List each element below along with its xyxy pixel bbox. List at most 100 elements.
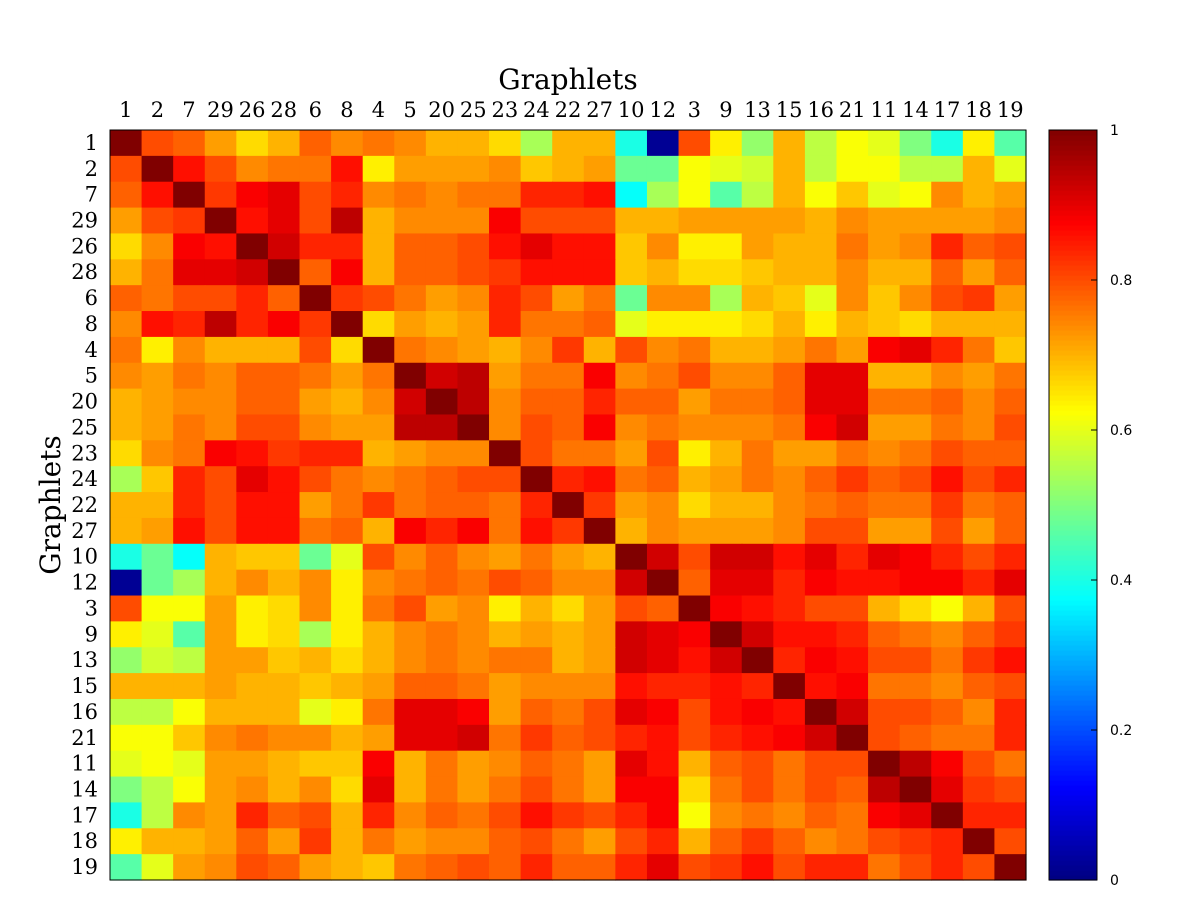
y-tick-label: 27: [71, 519, 98, 543]
heatmap-cell-15-13: [741, 673, 774, 700]
heatmap-cell-29-26: [236, 207, 269, 235]
heatmap-cell-2-8: [331, 155, 364, 183]
colorbar-tick-label: 1: [1110, 123, 1119, 139]
heatmap-cell-20-27: [583, 388, 616, 416]
heatmap-cell-28-20: [425, 259, 459, 286]
heatmap-cell-14-5: [394, 776, 427, 804]
plot-frame: [109, 129, 1027, 881]
colorbar-band: [1049, 555, 1097, 561]
heatmap-cell-15-12: [646, 673, 680, 700]
heatmap-cell-6-19: [994, 285, 1027, 312]
heatmap-cell-16-5: [394, 698, 427, 726]
x-tick-label: 21: [839, 98, 866, 122]
heatmap-cell-14-21: [836, 776, 869, 804]
heatmap-cell-12-12: [646, 569, 680, 597]
heatmap-cell-11-13: [741, 750, 774, 778]
heatmap-cell-18-6: [299, 828, 332, 855]
heatmap-cell-18-18: [962, 828, 996, 855]
heatmap-cell-6-16: [804, 285, 838, 312]
heatmap-cell-7-26: [236, 181, 269, 209]
heatmap-cell-7-8: [331, 181, 364, 209]
heatmap-cell-9-12: [646, 621, 680, 648]
heatmap-cell-17-7: [173, 802, 206, 829]
heatmap-cell-22-23: [489, 492, 522, 519]
heatmap-cell-21-21: [836, 724, 869, 752]
heatmap-cell-4-27: [583, 336, 616, 364]
colorbar-band: [1049, 570, 1097, 576]
colorbar-band: [1049, 330, 1097, 336]
heatmap-cell-9-7: [173, 621, 206, 648]
colorbar-band: [1049, 395, 1097, 401]
heatmap-cell-21-15: [773, 724, 806, 752]
heatmap-cell-11-15: [773, 750, 806, 778]
heatmap-cell-19-1: [110, 854, 143, 881]
colorbar-band: [1049, 690, 1097, 696]
heatmap-cell-15-15: [773, 673, 806, 700]
heatmap-cell-10-8: [331, 543, 364, 571]
heatmap-cell-5-9: [710, 362, 743, 390]
colorbar-band: [1049, 615, 1097, 621]
y-tick-label: 13: [71, 648, 98, 672]
heatmap-cell-8-27: [583, 311, 616, 338]
colorbar-band: [1049, 465, 1097, 471]
heatmap-cell-23-1: [110, 440, 143, 467]
colorbar-tick-label: 0.4: [1110, 573, 1132, 589]
y-tick-label: 20: [71, 390, 98, 414]
colorbar-band: [1049, 490, 1097, 496]
heatmap-cell-8-7: [173, 311, 206, 338]
heatmap-cell-29-5: [394, 207, 427, 235]
colorbar-band: [1049, 365, 1097, 371]
heatmap-cell-21-11: [868, 724, 901, 752]
heatmap-cell-23-6: [299, 440, 332, 467]
heatmap-cell-3-28: [267, 595, 301, 622]
heatmap-cell-7-29: [204, 181, 237, 209]
heatmap-cell-21-2: [141, 724, 174, 752]
heatmap-cell-28-11: [868, 259, 901, 286]
heatmap-cell-7-10: [615, 181, 648, 209]
heatmap-cell-20-22: [552, 388, 585, 416]
heatmap-cell-2-13: [741, 155, 774, 183]
heatmap-cell-4-22: [552, 336, 585, 364]
heatmap-cell-14-6: [299, 776, 332, 804]
y-tick-label: 8: [85, 312, 98, 336]
heatmap-cell-27-11: [868, 517, 901, 545]
colorbar-tick-label: 0: [1110, 873, 1119, 889]
colorbar-band: [1049, 305, 1097, 311]
heatmap-cell-4-3: [678, 336, 711, 364]
heatmap-cell-12-18: [962, 569, 996, 597]
heatmap-cell-17-27: [583, 802, 616, 829]
heatmap-cell-28-27: [583, 259, 616, 286]
heatmap-cell-14-19: [994, 776, 1027, 804]
heatmap-cell-9-2: [141, 621, 174, 648]
heatmap-cell-25-9: [710, 414, 743, 441]
colorbar-band: [1049, 830, 1097, 836]
heatmap-cell-11-26: [236, 750, 269, 778]
y-tick-label: 25: [71, 415, 98, 439]
heatmap-cell-10-18: [962, 543, 996, 571]
heatmap-cell-11-22: [552, 750, 585, 778]
heatmap-cell-26-12: [646, 233, 680, 260]
heatmap-cell-3-14: [899, 595, 932, 622]
heatmap-cell-16-19: [994, 698, 1027, 726]
heatmap-cell-3-7: [173, 595, 206, 622]
heatmap-cell-18-1: [110, 828, 143, 855]
heatmap-cell-19-28: [267, 854, 301, 881]
heatmap-cell-29-12: [646, 207, 680, 235]
heatmap-cell-9-18: [962, 621, 996, 648]
colorbar-band: [1049, 575, 1097, 581]
heatmap-cell-13-19: [994, 647, 1027, 674]
heatmap-cell-11-1: [110, 750, 143, 778]
heatmap-cell-22-19: [994, 492, 1027, 519]
heatmap-cell-16-1: [110, 698, 143, 726]
heatmap-cell-1-14: [899, 130, 932, 157]
colorbar-band: [1049, 450, 1097, 456]
heatmap-cell-13-22: [552, 647, 585, 674]
heatmap-cell-8-21: [836, 311, 869, 338]
colorbar-band: [1049, 155, 1097, 161]
heatmap-cell-12-23: [489, 569, 522, 597]
heatmap-cell-15-7: [173, 673, 206, 700]
heatmap-cell-2-26: [236, 155, 269, 183]
heatmap-cell-6-25: [457, 285, 490, 312]
heatmap-cell-24-10: [615, 466, 648, 493]
heatmap-cell-19-14: [899, 854, 932, 881]
